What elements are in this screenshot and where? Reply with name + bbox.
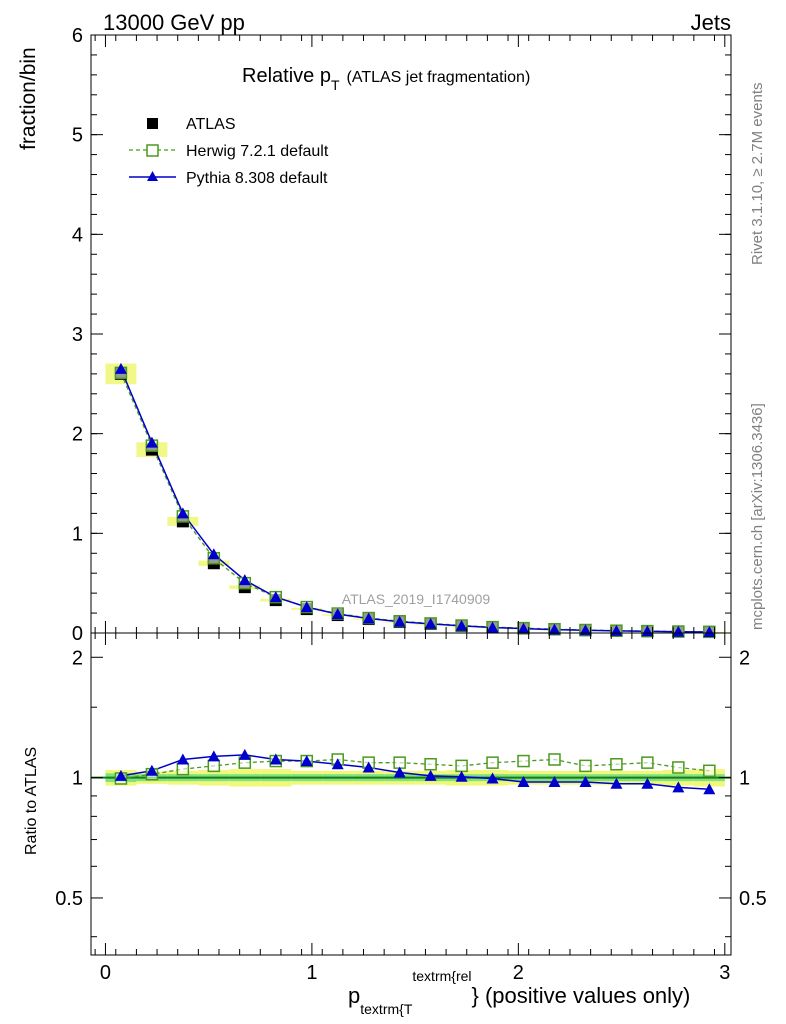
ratio-ylabel: Ratio to ATLAS [23,747,40,855]
ratio-xlabel: ptextrm{T textrm{rel} (positive values on… [348,968,690,1017]
ratio-y-tick-label: 1 [72,768,83,790]
ratio-pythia-point [610,777,623,789]
ratio-x-tick-label: 1 [306,962,317,984]
ratio-y-tick-label-right: 2 [739,647,750,669]
ratio-pythia-point [424,769,437,781]
ratio-x-ticks: 0 1 2 3 [94,633,730,984]
pythia-point [362,612,375,624]
ratio-herwig-point [486,756,499,769]
legend-pythia-label: Pythia 8.308 default [186,170,328,187]
ratio-y-tick-label: 0.5 [55,888,83,910]
ratio-herwig-point [672,761,685,774]
ratio-pythia-point [362,761,375,773]
rivet-label: Rivet 3.1.10, ≥ 2.7M events [749,83,766,266]
ratio-marks [91,748,731,795]
ratio-herwig-point [176,762,190,776]
main-y-tick-label: 3 [72,324,83,346]
ratio-pythia-point [114,769,127,781]
ratio-pythia-point [672,781,685,793]
ratio-pythia-line [120,754,710,791]
ratio-y-tick-label-right: 0.5 [739,888,767,910]
ratio-x-tick-label: 3 [719,962,730,984]
pythia-point [672,625,685,637]
ratio-herwig-point [455,759,468,773]
ratio-pythia-point [331,758,344,770]
legend-atlas-marker [147,118,158,129]
ratio-pythia-point [238,748,251,760]
pythia-point [238,574,251,586]
xlabel-sub: textrm{T [360,1001,413,1017]
ratio-pythia-point [300,755,313,767]
ratio-herwig-point [641,756,654,769]
ratio-herwig-point [517,754,530,768]
main-title-rest: (ATLAS jet fragmentation) [347,69,531,86]
ratio-pythia-point [579,776,592,788]
ratio-herwig-point [610,758,623,771]
ratio-pythia-point [455,770,468,782]
legend-herwig-marker [146,144,159,157]
main-panel: 0 1 2 3 4 5 6 Relative pT (ATLAS jet fragmentat… [17,25,732,645]
ratio-herwig-point [703,764,716,778]
watermark: ATLAS_2019_I1740909 [342,591,491,607]
xlabel-main: p [348,983,360,1008]
ratio-pythia-point [548,776,561,788]
ratio-pythia-point [486,772,499,784]
ratio-pythia-point [393,766,406,778]
pythia-point [641,625,654,637]
ratio-frame [90,632,732,956]
header-left: 13000 GeV pp [103,10,245,35]
ratio-pythia-point [269,753,282,765]
xlabel-rest: } (positive values only) [472,983,691,1008]
pythia-point [331,608,344,620]
ratio-y-tick-label-right: 1 [739,768,750,790]
pythia-point [703,626,716,638]
main-y-ticks: 0 1 2 3 4 5 6 [72,25,731,645]
legend-atlas-label: ATLAS [186,116,236,133]
pythia-point [176,507,189,519]
pythia-point [548,623,561,635]
ratio-herwig-point [424,758,437,771]
ratio-x-tick-label: 2 [513,962,524,984]
main-y-tick-label: 1 [72,523,83,545]
ratio-herwig-point [548,753,561,766]
legend-herwig-label: Herwig 7.2.1 default [186,143,329,160]
ratio-pythia-point [641,777,654,789]
pythia-point [300,601,313,613]
pythia-point [517,622,530,634]
ratio-y-ticks: 0.5 0.5 1 1 2 2 [55,647,767,938]
header-right: Jets [691,10,731,35]
main-ylabel: fraction/bin [17,47,40,150]
main-y-tick-label: 0 [72,623,83,645]
pythia-point [455,619,468,631]
legend-pythia-marker [147,171,158,181]
pythia-point [207,548,220,560]
pythia-point [114,362,127,374]
xlabel-sup: textrm{rel [412,968,471,984]
main-title-main: Relative p [242,65,331,87]
ratio-pythia-point [517,776,530,788]
ratio-x-tick-label: 0 [100,962,111,984]
ratio-pythia-point [703,783,716,795]
pythia-point [424,617,437,629]
main-title-sub: T [331,77,340,93]
ratio-y-tick-label: 2 [72,647,83,669]
main-y-tick-label: 5 [72,125,83,147]
pythia-point [269,591,282,603]
ratio-panel: 0.5 0.5 1 1 2 2 0 1 2 3 Ratio to ATLAS ptextrm{T… [23,632,767,1017]
ratio-herwig-point [207,759,221,773]
legend: ATLAS Herwig 7.2.1 default Pythia 8.308 … [129,116,329,187]
main-title: Relative pT (ATLAS jet fragmentation) [242,65,530,93]
ratio-pythia-point [176,753,189,765]
mcplots-label: mcplots.cern.ch [arXiv:1306.3436] [749,403,766,630]
pythia-point [393,615,406,627]
main-y-tick-label: 6 [72,25,83,47]
ratio-herwig-point [579,759,592,773]
ratio-pythia-point [145,764,158,776]
pythia-point [486,621,499,633]
ratio-pythia-point [207,750,220,762]
main-y-tick-label: 2 [72,424,83,446]
main-y-tick-label: 4 [72,224,83,246]
pythia-point [145,436,158,448]
